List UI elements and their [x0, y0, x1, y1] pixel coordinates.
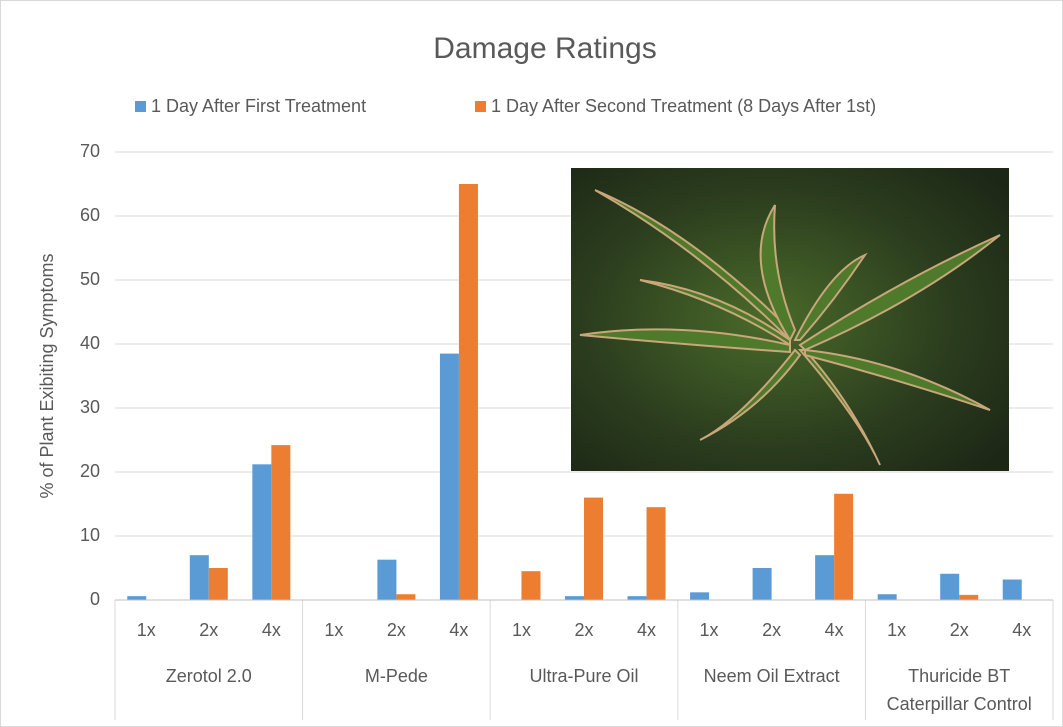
chart-title: Damage Ratings: [433, 32, 656, 65]
legend-swatch: [135, 101, 146, 112]
legend-label: 1 Day After First Treatment: [151, 96, 366, 116]
bar: [647, 507, 666, 600]
legend-swatch: [475, 101, 486, 112]
bar: [1003, 580, 1022, 600]
bar: [271, 445, 290, 600]
bar: [834, 494, 853, 600]
x-tick-label: 1x: [700, 620, 719, 640]
x-tick-label: 4x: [825, 620, 844, 640]
bar: [584, 498, 603, 600]
photo: [571, 168, 1009, 471]
bar: [628, 596, 647, 600]
x-tick-label: 1x: [512, 620, 531, 640]
x-tick-label: 1x: [324, 620, 343, 640]
group-label: Ultra-Pure Oil: [491, 662, 678, 690]
x-tick-label: 2x: [387, 620, 406, 640]
y-tick-label: 50: [80, 269, 100, 289]
y-tick-label: 60: [80, 205, 100, 225]
y-tick-label: 0: [90, 589, 100, 609]
bar: [459, 184, 478, 600]
y-tick-label: 40: [80, 333, 100, 353]
x-tick-label: 2x: [574, 620, 593, 640]
bar: [521, 571, 540, 600]
x-tick-label: 4x: [1012, 620, 1031, 640]
x-tick-label: 4x: [449, 620, 468, 640]
group-label: M-Pede: [303, 662, 490, 690]
bar: [377, 560, 396, 600]
bar: [690, 592, 709, 600]
bar: [209, 568, 228, 600]
group-label: Thuricide BT Caterpillar Control: [866, 662, 1053, 718]
chart: Damage Ratings % of Plant Exibiting Symp…: [0, 0, 1063, 727]
bar: [440, 354, 459, 600]
bar: [815, 555, 834, 600]
y-tick-label: 30: [80, 397, 100, 417]
x-tick-label: 2x: [950, 620, 969, 640]
group-label: Neem Oil Extract: [678, 662, 865, 690]
x-tick-label: 1x: [137, 620, 156, 640]
x-tick-label: 4x: [637, 620, 656, 640]
bar: [190, 555, 209, 600]
bar: [940, 574, 959, 600]
y-tick-label: 20: [80, 461, 100, 481]
y-tick-label: 10: [80, 525, 100, 545]
bar: [753, 568, 772, 600]
bar: [565, 596, 584, 600]
y-axis-title: % of Plant Exibiting Symptoms: [37, 253, 57, 498]
x-tick-label: 2x: [762, 620, 781, 640]
group-label: Zerotol 2.0: [115, 662, 302, 690]
bar: [127, 596, 146, 600]
x-tick-label: 4x: [262, 620, 281, 640]
y-tick-label: 70: [80, 141, 100, 161]
legend-label: 1 Day After Second Treatment (8 Days Aft…: [491, 96, 876, 116]
bar: [959, 595, 978, 600]
bar: [878, 594, 897, 600]
x-tick-label: 2x: [199, 620, 218, 640]
x-tick-label: 1x: [887, 620, 906, 640]
page: Damage Ratings % of Plant Exibiting Symp…: [0, 0, 1063, 727]
bar: [252, 464, 271, 600]
bar: [396, 594, 415, 600]
